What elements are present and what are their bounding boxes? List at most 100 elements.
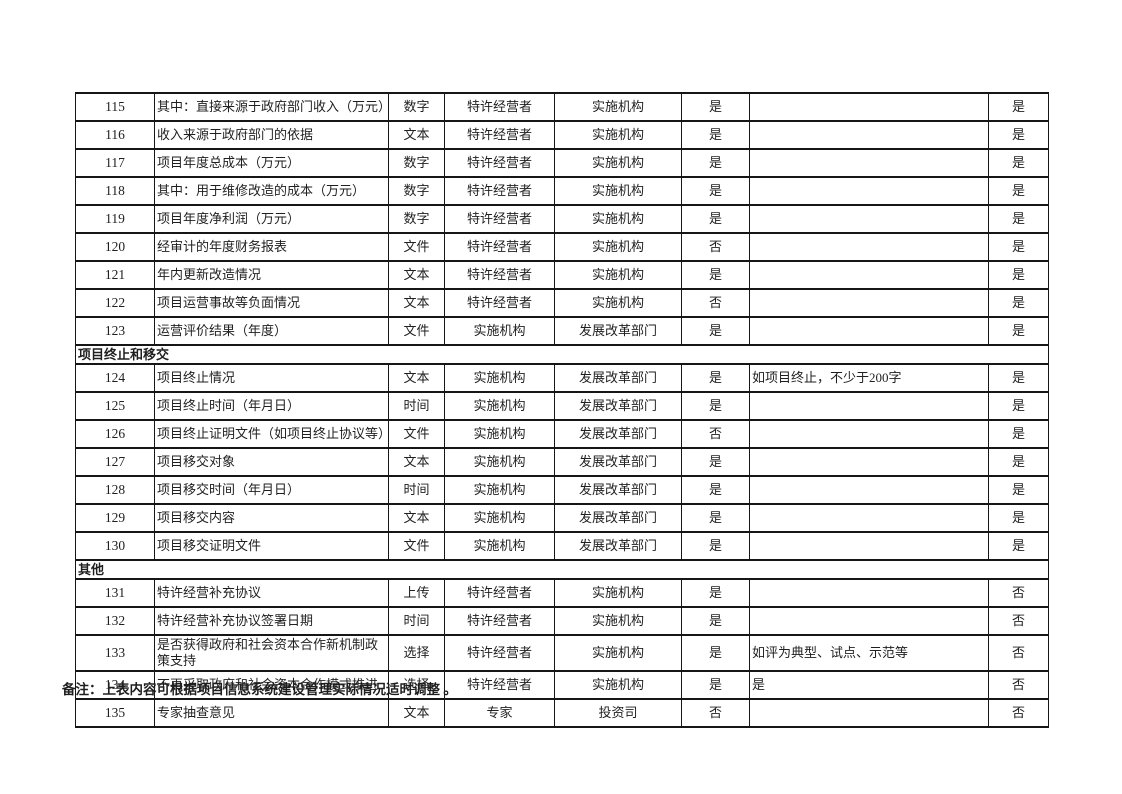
note-cell — [749, 698, 989, 728]
row-number-cell: 134 — [75, 670, 155, 700]
required-flag-cell: 是 — [681, 475, 750, 505]
note-cell — [749, 578, 989, 608]
required-flag-cell: 是 — [681, 316, 750, 346]
item-name-cell: 项目移交内容 — [154, 503, 389, 533]
table-row: 132 特许经营补充协议签署日期 时间 特许经营者 实施机构是 否 — [75, 606, 1049, 636]
required-flag-cell: 是 — [681, 260, 750, 290]
data-type-cell: 数字 — [388, 204, 445, 234]
item-name-cell: 专家抽查意见 — [154, 698, 389, 728]
note-cell — [749, 503, 989, 533]
row-number-cell: 115 — [75, 92, 155, 122]
note-cell — [749, 419, 989, 449]
row-number-cell: 126 — [75, 419, 155, 449]
row-number-cell: 118 — [75, 176, 155, 206]
item-name-cell: 项目移交证明文件 — [154, 531, 389, 561]
note-cell — [749, 391, 989, 421]
row-number-cell: 128 — [75, 475, 155, 505]
filler-org-cell: 特许经营者 — [444, 176, 555, 206]
public-flag-cell: 是 — [988, 92, 1049, 122]
item-name-cell: 项目移交对象 — [154, 447, 389, 477]
data-type-cell: 文件 — [388, 531, 445, 561]
data-type-cell: 文本 — [388, 288, 445, 318]
data-type-cell: 文本 — [388, 363, 445, 393]
note-cell — [749, 531, 989, 561]
item-name-cell: 其中：用于维修改造的成本（万元） — [154, 176, 389, 206]
public-flag-cell: 是 — [988, 475, 1049, 505]
reviewer-org-cell: 发展改革部门 — [554, 363, 682, 393]
item-name-cell: 是否获得政府和社会资本合作新机制政策支持 — [154, 634, 389, 672]
item-name-cell: 项目终止时间（年月日） — [154, 391, 389, 421]
row-number-cell: 129 — [75, 503, 155, 533]
reviewer-org-cell: 实施机构 — [554, 92, 682, 122]
item-name-cell: 年内更新改造情况 — [154, 260, 389, 290]
reviewer-org-cell: 实施机构 — [554, 670, 682, 700]
row-number-cell: 117 — [75, 148, 155, 178]
filler-org-cell: 特许经营者 — [444, 634, 555, 672]
item-name-cell: 经审计的年度财务报表 — [154, 232, 389, 262]
section-header-row: 项目终止和移交 — [75, 344, 1049, 365]
item-name-cell: 不再采取政府和社会资本合作模式推进 — [154, 670, 389, 700]
data-type-cell: 文本 — [388, 698, 445, 728]
table-row: 128 项目移交时间（年月日） 时间 实施机构 发展改革部门是是 — [75, 475, 1049, 505]
filler-org-cell: 特许经营者 — [444, 670, 555, 700]
data-type-cell: 文本 — [388, 447, 445, 477]
public-flag-cell: 是 — [988, 288, 1049, 318]
filler-org-cell: 特许经营者 — [444, 204, 555, 234]
item-name-cell: 项目年度总成本（万元） — [154, 148, 389, 178]
reviewer-org-cell: 实施机构 — [554, 120, 682, 150]
required-flag-cell: 是 — [681, 204, 750, 234]
required-flag-cell: 是 — [681, 606, 750, 636]
note-cell — [749, 475, 989, 505]
filler-org-cell: 特许经营者 — [444, 120, 555, 150]
note-cell: 如项目终止，不少于200字 — [749, 363, 989, 393]
row-number-cell: 135 — [75, 698, 155, 728]
row-number-cell: 116 — [75, 120, 155, 150]
table-row: 117 项目年度总成本（万元） 数字 特许经营者 实施机构是是 — [75, 148, 1049, 178]
filler-org-cell: 特许经营者 — [444, 232, 555, 262]
public-flag-cell: 是 — [988, 176, 1049, 206]
note-cell — [749, 316, 989, 346]
item-name-cell: 项目年度净利润（万元） — [154, 204, 389, 234]
item-name-cell: 运营评价结果（年度） — [154, 316, 389, 346]
public-flag-cell: 否 — [988, 698, 1049, 728]
table-row: 122 项目运营事故等负面情况 文本 特许经营者 实施机构否 是 — [75, 288, 1049, 318]
item-name-cell: 收入来源于政府部门的依据 — [154, 120, 389, 150]
note-cell — [749, 148, 989, 178]
row-number-cell: 130 — [75, 531, 155, 561]
filler-org-cell: 实施机构 — [444, 531, 555, 561]
required-flag-cell: 是 — [681, 363, 750, 393]
table-row: 135 专家抽查意见 文本 专家 投资司否否 — [75, 698, 1049, 728]
required-flag-cell: 否 — [681, 698, 750, 728]
required-flag-cell: 是 — [681, 92, 750, 122]
reviewer-org-cell: 发展改革部门 — [554, 503, 682, 533]
row-number-cell: 121 — [75, 260, 155, 290]
table-row: 127 项目移交对象 文本 实施机构 发展改革部门是是 — [75, 447, 1049, 477]
data-type-cell: 文本 — [388, 260, 445, 290]
reviewer-org-cell: 实施机构 — [554, 606, 682, 636]
item-name-cell: 特许经营补充协议 — [154, 578, 389, 608]
row-number-cell: 131 — [75, 578, 155, 608]
required-flag-cell: 是 — [681, 148, 750, 178]
public-flag-cell: 是 — [988, 531, 1049, 561]
row-number-cell: 133 — [75, 634, 155, 672]
filler-org-cell: 特许经营者 — [444, 288, 555, 318]
required-flag-cell: 是 — [681, 176, 750, 206]
filler-org-cell: 实施机构 — [444, 447, 555, 477]
reviewer-org-cell: 发展改革部门 — [554, 447, 682, 477]
required-flag-cell: 是 — [681, 670, 750, 700]
public-flag-cell: 是 — [988, 503, 1049, 533]
section-title: 项目终止和移交 — [75, 344, 1049, 365]
item-name-cell: 其中：直接来源于政府部门收入（万元） — [154, 92, 389, 122]
item-name-cell: 特许经营补充协议签署日期 — [154, 606, 389, 636]
table-row: 130 项目移交证明文件 文件 实施机构 发展改革部门是是 — [75, 531, 1049, 561]
note-cell — [749, 92, 989, 122]
required-flag-cell: 是 — [681, 531, 750, 561]
filler-org-cell: 实施机构 — [444, 475, 555, 505]
public-flag-cell: 是 — [988, 260, 1049, 290]
reviewer-org-cell: 实施机构 — [554, 260, 682, 290]
note-cell — [749, 606, 989, 636]
row-number-cell: 120 — [75, 232, 155, 262]
required-flag-cell: 是 — [681, 447, 750, 477]
required-flag-cell: 是 — [681, 634, 750, 672]
